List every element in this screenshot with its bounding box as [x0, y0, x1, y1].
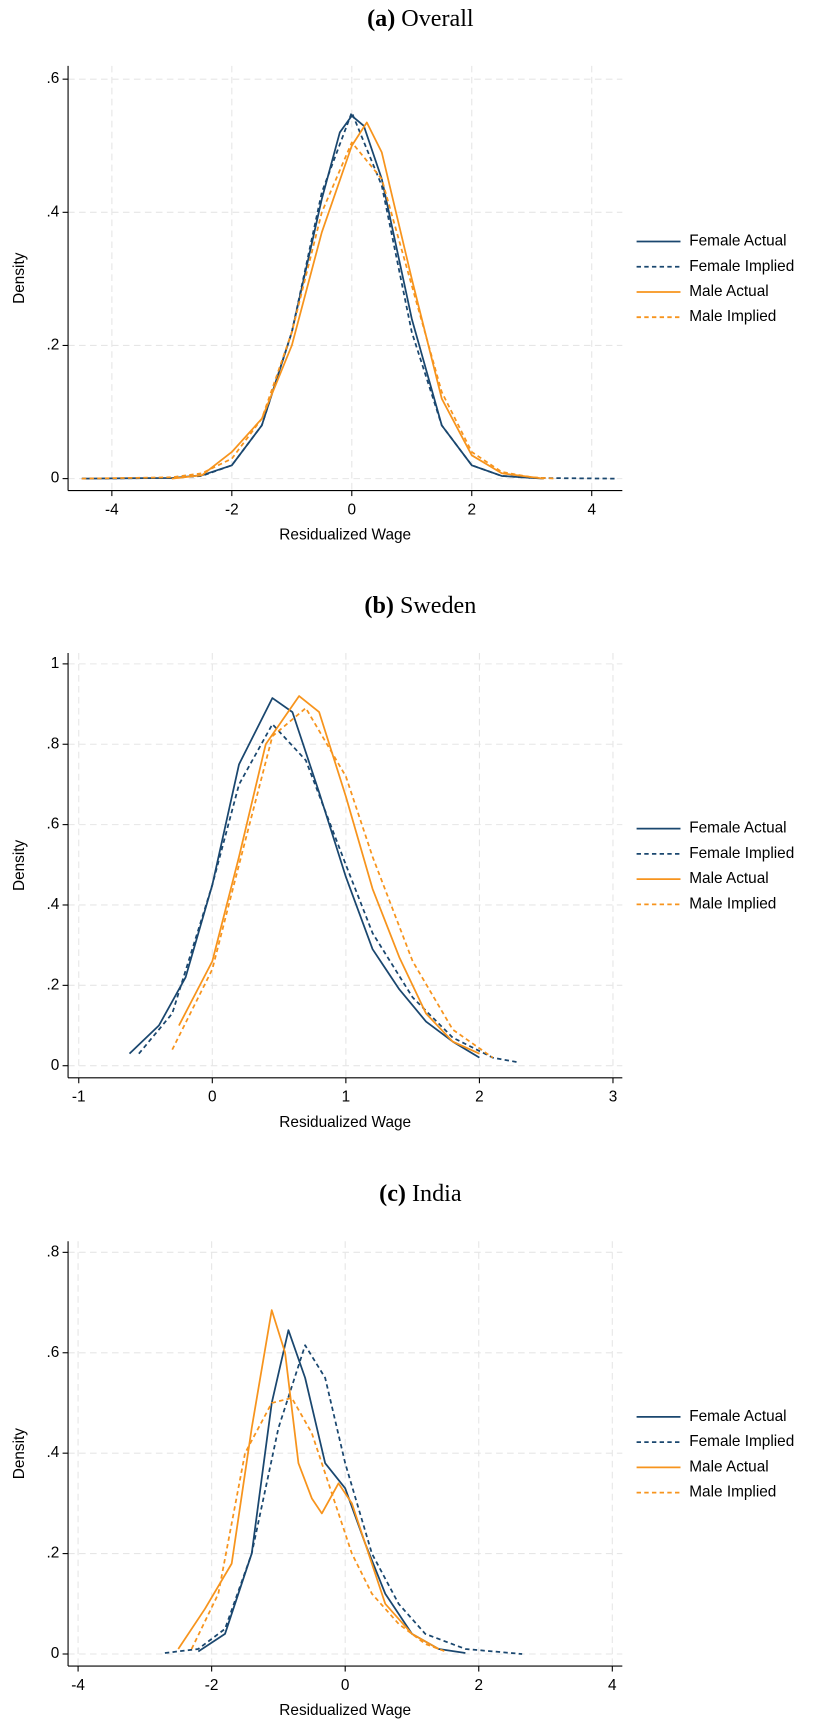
x-tick-label: 2 — [475, 1089, 484, 1106]
x-tick-label: 4 — [608, 1677, 617, 1694]
x-tick-label: -2 — [205, 1677, 219, 1694]
legend-label: Male Actual — [689, 1458, 768, 1475]
panel-label: (c) — [379, 1180, 406, 1207]
density-line — [190, 1397, 446, 1653]
x-axis-label: Residualized Wage — [279, 1114, 411, 1131]
density-line — [171, 707, 494, 1059]
x-tick-label: 0 — [348, 501, 357, 518]
y-tick-label: 1 — [51, 655, 60, 672]
legend-label: Male Actual — [689, 283, 768, 300]
panel-title: (b) Sweden — [364, 591, 476, 618]
legend-label: Male Implied — [689, 895, 776, 912]
x-tick-label: 2 — [474, 1677, 483, 1694]
density-line — [128, 697, 480, 1059]
legend-label: Male Actual — [689, 870, 768, 887]
y-tick-label: 0 — [51, 1057, 60, 1074]
y-tick-label: .4 — [46, 203, 59, 220]
panel-title-text: Overall — [401, 4, 474, 31]
x-tick-label: 4 — [587, 501, 596, 518]
y-tick-label: .8 — [46, 1243, 59, 1260]
legend-label: Female Implied — [689, 845, 794, 862]
density-line — [177, 1309, 440, 1650]
panel-title: (c) India — [379, 1180, 462, 1207]
x-tick-label: -1 — [72, 1089, 86, 1106]
y-axis-label: Density — [11, 839, 28, 891]
density-line — [81, 111, 616, 480]
x-tick-label: 0 — [208, 1089, 217, 1106]
x-tick-label: -4 — [71, 1677, 85, 1694]
density-line — [81, 141, 556, 480]
y-tick-label: .6 — [46, 1344, 59, 1361]
y-tick-label: .6 — [46, 816, 59, 833]
legend-label: Female Actual — [689, 233, 786, 250]
y-tick-label: .2 — [46, 1545, 59, 1562]
panel-title: (a) Overall — [367, 4, 474, 31]
x-tick-label: 2 — [467, 501, 476, 518]
legend-label: Male Implied — [689, 1484, 776, 1501]
y-axis-label: Density — [11, 252, 28, 304]
y-tick-label: 0 — [51, 470, 60, 487]
density-line — [81, 114, 544, 480]
legend-label: Female Implied — [689, 258, 794, 275]
panel-title-text: Sweden — [400, 591, 476, 618]
y-tick-label: .4 — [46, 896, 59, 913]
y-tick-label: .2 — [46, 976, 59, 993]
legend-label: Female Actual — [689, 1408, 786, 1425]
y-tick-label: .2 — [46, 337, 59, 354]
panel-label: (b) — [364, 591, 394, 618]
panel-title-text: India — [412, 1180, 462, 1207]
x-tick-label: -4 — [105, 501, 119, 518]
panel-label: (a) — [367, 4, 395, 31]
x-axis-label: Residualized Wage — [279, 1702, 411, 1719]
x-axis-label: Residualized Wage — [279, 527, 411, 544]
legend-label: Female Actual — [689, 820, 786, 837]
density-line — [178, 695, 480, 1055]
y-tick-label: .6 — [46, 70, 59, 87]
density-line — [171, 121, 544, 480]
legend-label: Male Implied — [689, 308, 776, 325]
y-tick-label: .8 — [46, 735, 59, 752]
x-tick-label: -2 — [225, 501, 239, 518]
y-tick-label: .4 — [46, 1444, 59, 1461]
legend-label: Female Implied — [689, 1433, 794, 1450]
density-line — [138, 723, 520, 1064]
x-tick-label: 0 — [341, 1677, 350, 1694]
y-axis-label: Density — [11, 1428, 28, 1480]
x-tick-label: 3 — [609, 1089, 618, 1106]
y-tick-label: 0 — [51, 1645, 60, 1662]
x-tick-label: 1 — [342, 1089, 351, 1106]
density-line — [164, 1344, 523, 1655]
